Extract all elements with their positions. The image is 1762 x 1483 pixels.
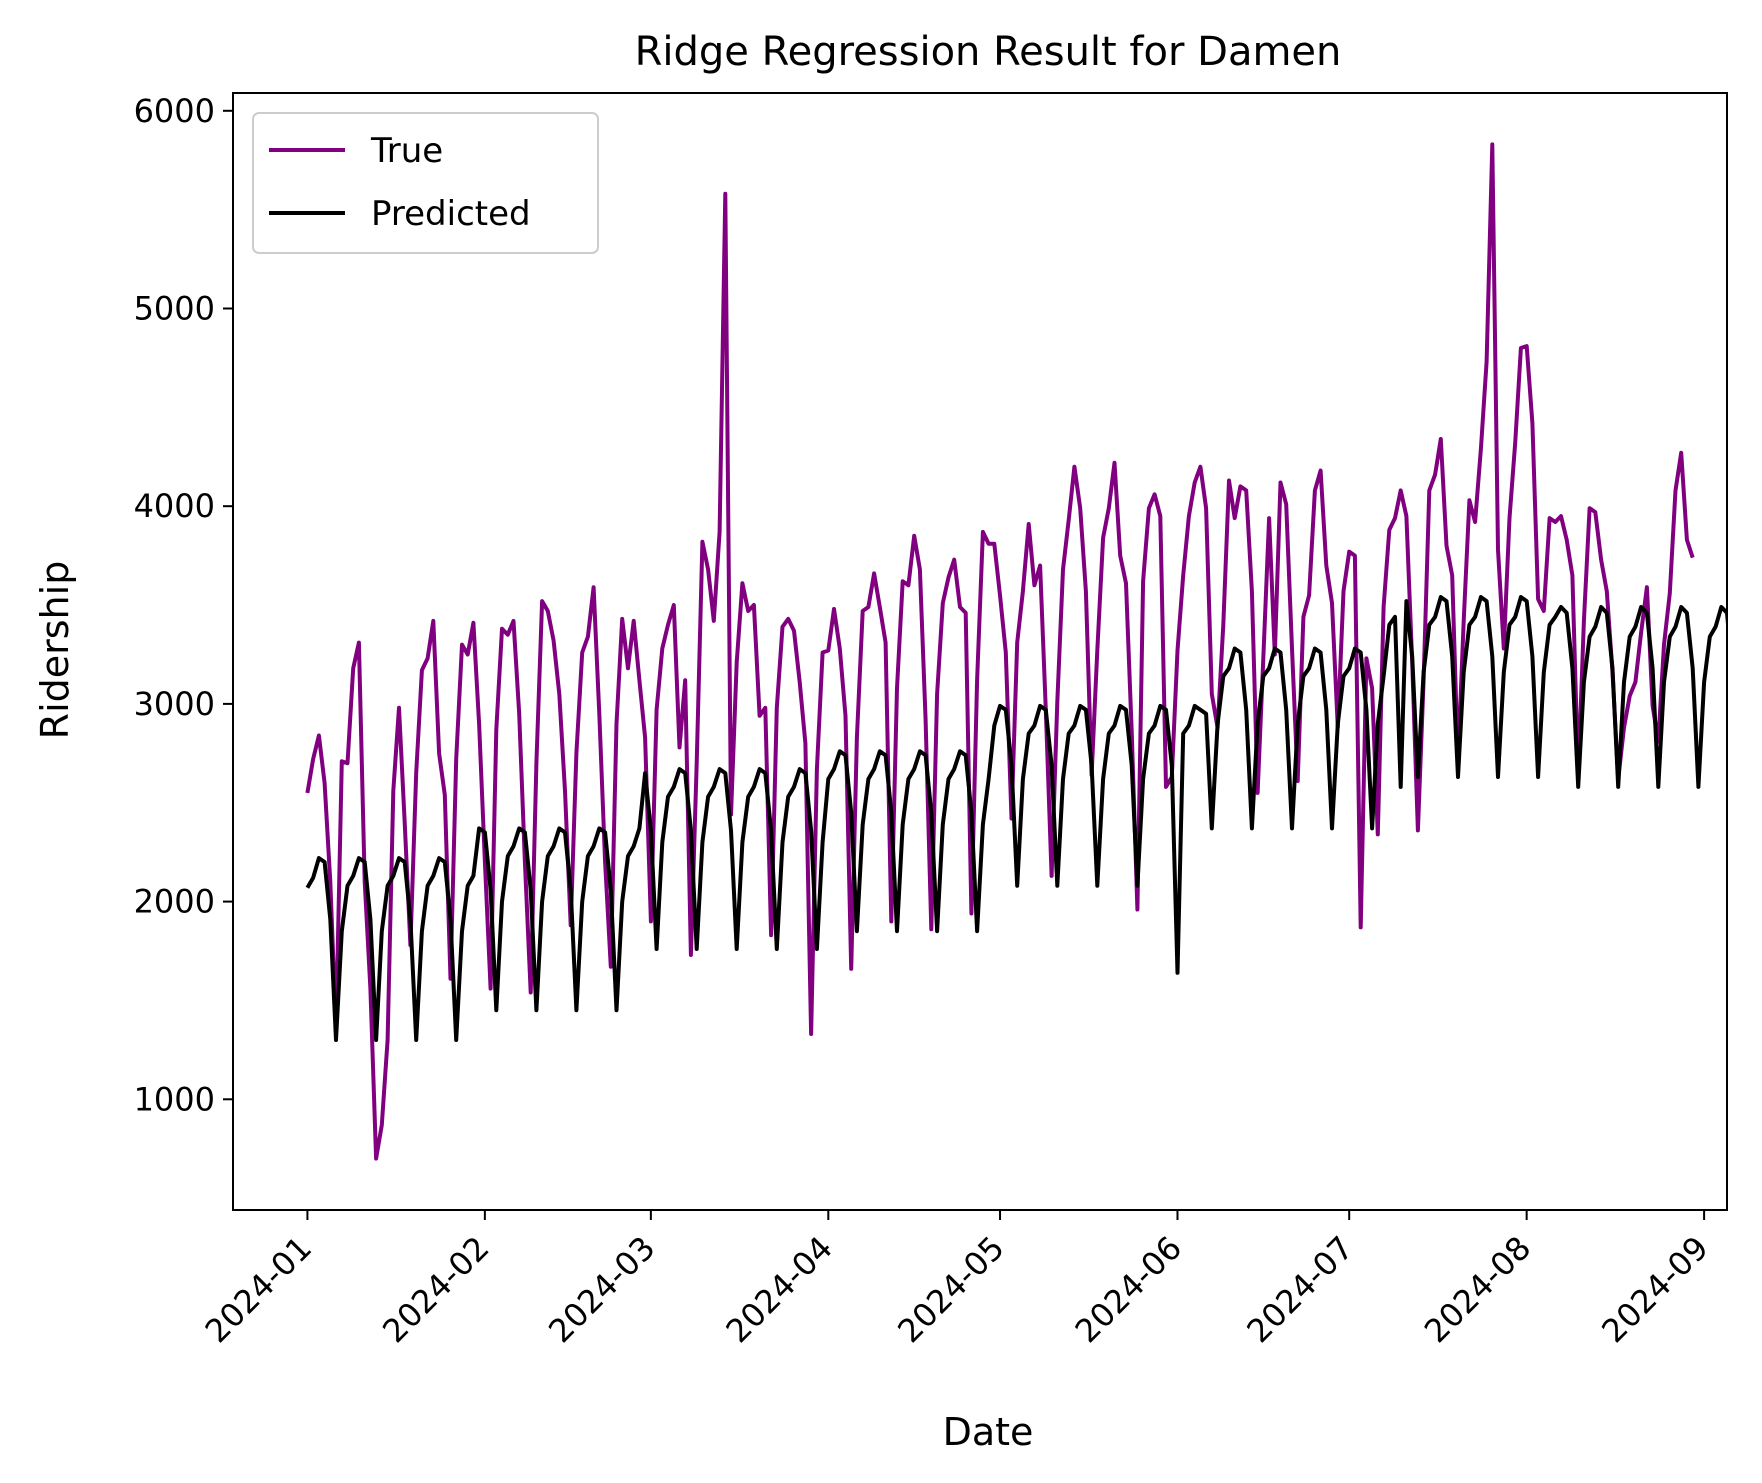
series-line-predicted bbox=[305, 595, 1727, 1042]
y-axis-title: Ridership bbox=[33, 561, 77, 740]
x-axis-title: Date bbox=[943, 1410, 1034, 1454]
y-tick-label: 4000 bbox=[134, 487, 215, 525]
series-line-true bbox=[305, 142, 1695, 1161]
y-tick-label: 2000 bbox=[134, 883, 215, 921]
y-tick-label: 6000 bbox=[134, 92, 215, 130]
legend-label-predicted: Predicted bbox=[371, 194, 531, 234]
y-tick-label: 5000 bbox=[134, 289, 215, 327]
legend-label-true: True bbox=[370, 131, 443, 171]
series-layer bbox=[305, 142, 1727, 1161]
chart-title: Ridge Regression Result for Damen bbox=[635, 29, 1342, 75]
y-tick-label: 1000 bbox=[134, 1080, 215, 1118]
plot-frame bbox=[232, 92, 1728, 1211]
plot-area bbox=[232, 92, 1728, 1211]
legend: True Predicted bbox=[252, 112, 599, 254]
y-axis: 1000 2000 3000 4000 5000 6000 bbox=[134, 92, 233, 1118]
y-tick-label: 3000 bbox=[134, 685, 215, 723]
